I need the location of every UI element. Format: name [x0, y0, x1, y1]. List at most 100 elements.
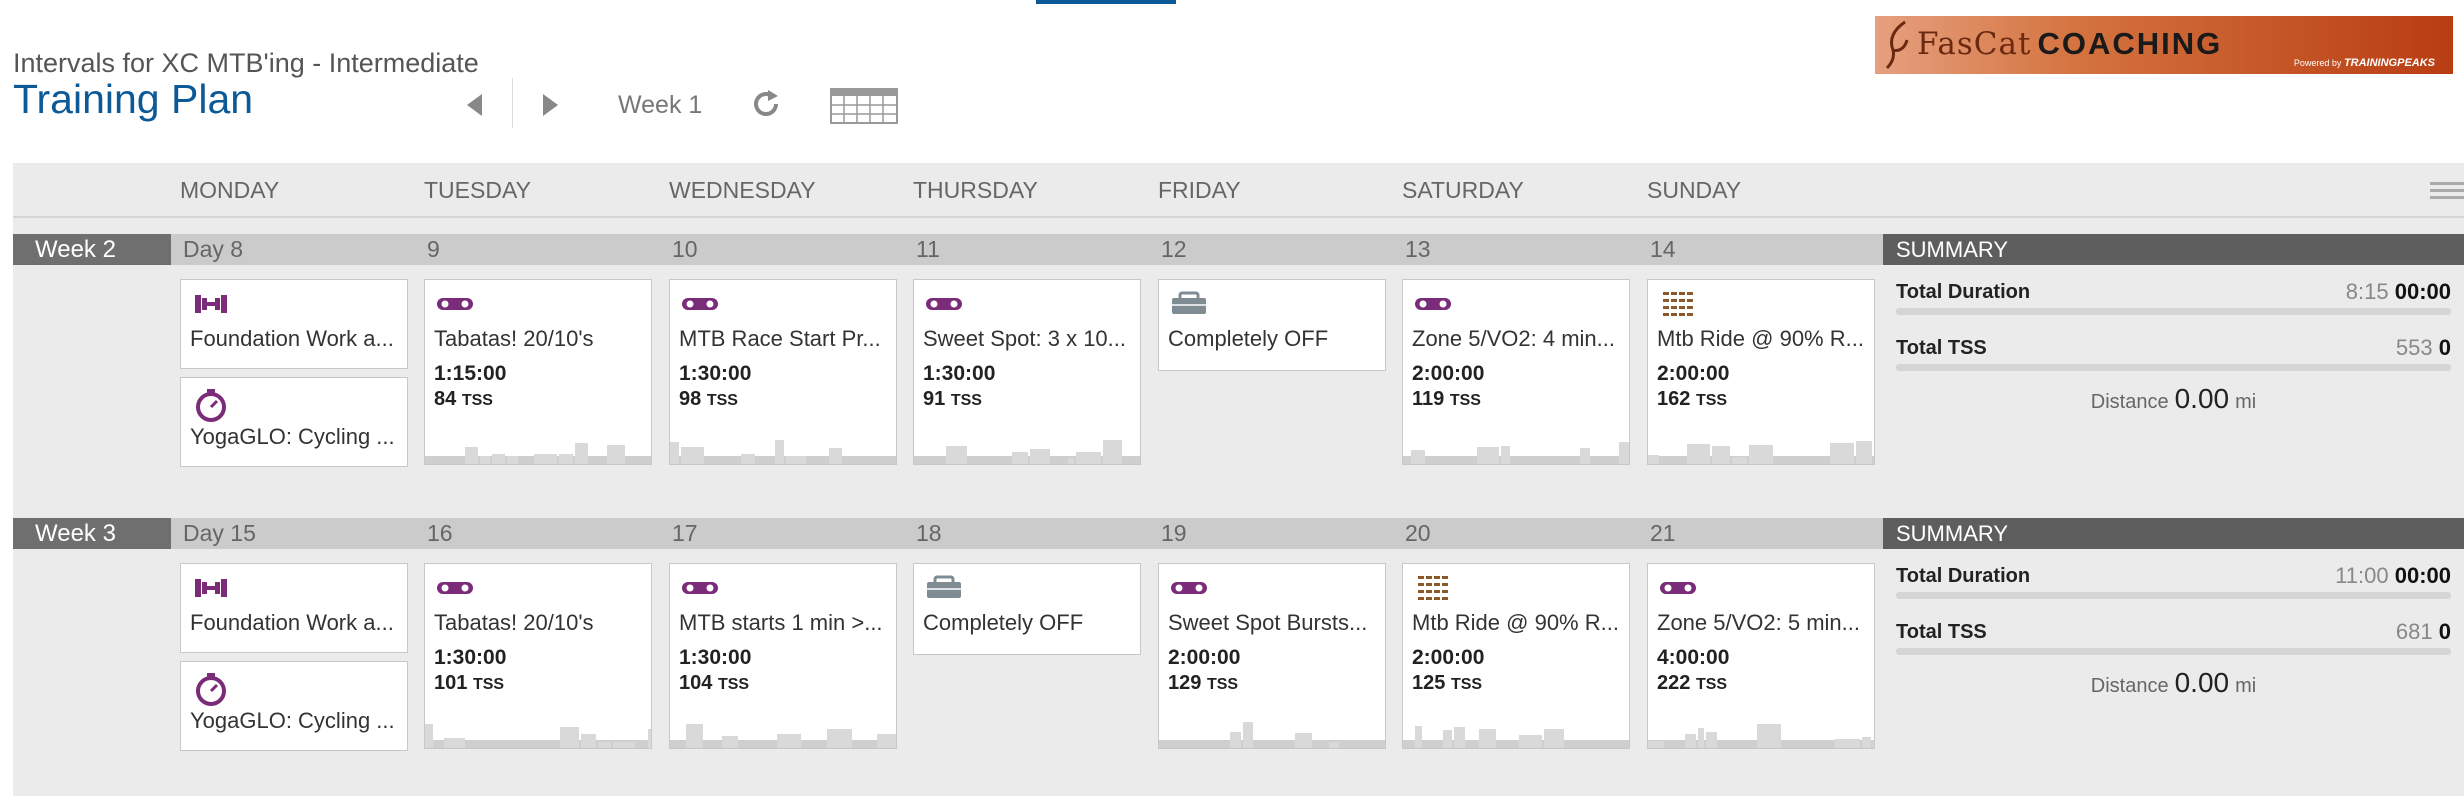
total-duration-label: Total Duration — [1896, 281, 2031, 303]
total-duration-row: Total Duration 8:15 00:00 — [1896, 265, 2451, 321]
day-header-wednesday: WEDNESDAY — [669, 177, 816, 203]
summary-title: SUMMARY — [1883, 518, 2464, 549]
day-number: 14 — [1650, 236, 1676, 262]
workout-title: Zone 5/VO2: 5 min... — [1657, 610, 1860, 635]
workout-profile-graph — [425, 724, 651, 748]
workout-card[interactable]: MTB Race Start Pr... 1:30:00 98 TSS — [669, 279, 897, 465]
workout-card[interactable]: Foundation Work a... — [180, 563, 408, 653]
workout-tss: 125 TSS — [1412, 672, 1482, 695]
workout-duration: 2:00:00 — [1412, 362, 1485, 385]
workout-card[interactable]: Sweet Spot: 3 x 10... 1:30:00 91 TSS — [913, 279, 1141, 465]
workout-profile-graph — [1648, 441, 1874, 464]
workout-card[interactable]: Foundation Work a... — [180, 279, 408, 369]
day-number: 20 — [1405, 520, 1431, 546]
completed-duration: 00:00 — [2394, 563, 2451, 588]
nav-divider — [512, 78, 513, 128]
workout-title: Zone 5/VO2: 4 min... — [1412, 326, 1615, 351]
workout-duration: 1:15:00 — [434, 362, 507, 385]
workout-card[interactable]: Tabatas! 20/10's 1:15:00 84 TSS — [424, 279, 652, 465]
bike-icon — [681, 290, 719, 318]
workout-card[interactable]: Mtb Ride @ 90% R... 2:00:00 125 TSS — [1402, 563, 1630, 749]
day-number: 10 — [672, 236, 698, 262]
day-header-thursday: THURSDAY — [913, 177, 1038, 203]
workout-tss: 222 TSS — [1657, 672, 1727, 695]
distance-value: 0.00 — [2174, 667, 2230, 698]
total-duration-label: Total Duration — [1896, 565, 2031, 587]
workout-tss: 98 TSS — [679, 388, 738, 411]
logo-trainingpeaks: TRAININGPEAKS — [2343, 57, 2435, 69]
planned-tss: 553 — [2395, 335, 2433, 360]
day-number: Day 8 — [183, 236, 244, 262]
cat-figure-icon — [1885, 20, 1909, 70]
chevron-right-icon — [543, 94, 558, 116]
planned-duration: 8:15 — [2345, 279, 2389, 304]
tss-value: 101 — [434, 672, 468, 694]
workout-card[interactable]: Completely OFF — [913, 563, 1141, 655]
workout-card[interactable]: YogaGLO: Cycling ... — [180, 661, 408, 751]
workout-title: Foundation Work a... — [190, 326, 394, 351]
tss-unit: TSS — [1695, 392, 1728, 409]
day-header-sunday: SUNDAY — [1647, 177, 1742, 203]
refresh-button[interactable] — [748, 86, 784, 122]
total-duration-value: 11:00 00:00 — [2335, 563, 2451, 589]
calendar-button[interactable] — [830, 86, 898, 124]
total-tss-row: Total TSS 681 0 — [1896, 605, 2451, 661]
workout-card[interactable]: Mtb Ride @ 90% R... 2:00:00 162 TSS — [1647, 279, 1875, 465]
workout-duration: 1:30:00 — [679, 362, 752, 385]
day-number: 21 — [1650, 520, 1676, 546]
tss-unit: TSS — [1449, 392, 1481, 409]
workout-title: MTB Race Start Pr... — [679, 326, 881, 351]
day-header-friday: FRIDAY — [1158, 177, 1241, 203]
distance-unit: mi — [2235, 391, 2257, 413]
workout-duration: 1:30:00 — [679, 646, 752, 669]
menu-icon[interactable] — [2430, 178, 2464, 204]
page-title: Training Plan — [13, 76, 254, 122]
total-tss-value: 553 0 — [2396, 335, 2451, 361]
workout-title: Tabatas! 20/10's — [434, 326, 594, 351]
strength-icon — [192, 574, 230, 602]
logo-brand: FasCat — [1917, 26, 2032, 62]
workout-tss: 129 TSS — [1168, 672, 1238, 695]
distance-label: Distance — [2090, 675, 2169, 697]
stopwatch-icon — [192, 672, 230, 706]
duration-progress-bar — [1896, 592, 2451, 599]
workout-card[interactable]: Completely OFF — [1158, 279, 1386, 371]
planned-tss: 681 — [2395, 619, 2433, 644]
workout-card[interactable]: Tabatas! 20/10's 1:30:00 101 TSS — [424, 563, 652, 749]
week-bar — [13, 234, 1883, 265]
mtb-icon — [1414, 574, 1452, 604]
week-label: Week 3 — [13, 518, 171, 549]
tss-value: 222 — [1657, 672, 1691, 694]
next-week-button[interactable] — [537, 84, 563, 126]
workout-profile-graph — [670, 440, 896, 464]
workout-title: Sweet Spot: 3 x 10... — [923, 326, 1127, 351]
day-number: 9 — [427, 236, 440, 262]
previous-week-button[interactable] — [462, 84, 488, 126]
workout-card[interactable]: MTB starts 1 min >... 1:30:00 104 TSS — [669, 563, 897, 749]
workout-card[interactable]: Sweet Spot Bursts... 2:00:00 129 TSS — [1158, 563, 1386, 749]
day-header-tuesday: TUESDAY — [424, 177, 531, 203]
workout-title: Mtb Ride @ 90% R... — [1412, 610, 1619, 635]
tss-unit: TSS — [1695, 676, 1728, 693]
workout-profile-graph — [1648, 724, 1874, 748]
total-duration-row: Total Duration 11:00 00:00 — [1896, 549, 2451, 605]
workout-duration: 2:00:00 — [1412, 646, 1485, 669]
tss-unit: TSS — [717, 676, 750, 693]
calendar-icon — [830, 88, 898, 124]
completed-tss: 0 — [2438, 335, 2451, 360]
workout-card[interactable]: Zone 5/VO2: 4 min... 2:00:00 119 TSS — [1402, 279, 1630, 465]
day-off-icon — [925, 574, 963, 602]
workout-duration: 4:00:00 — [1657, 646, 1730, 669]
tss-unit: TSS — [1206, 676, 1239, 693]
workout-card[interactable]: Zone 5/VO2: 5 min... 4:00:00 222 TSS — [1647, 563, 1875, 749]
workout-tss: 119 TSS — [1412, 388, 1481, 411]
day-number: 18 — [916, 520, 942, 546]
stopwatch-icon — [192, 388, 230, 422]
header-divider — [13, 216, 2464, 218]
distance-value: 0.00 — [2174, 383, 2230, 414]
refresh-icon — [754, 90, 778, 116]
workout-card[interactable]: YogaGLO: Cycling ... — [180, 377, 408, 467]
planned-duration: 11:00 — [2335, 563, 2389, 588]
workout-duration: 1:30:00 — [923, 362, 996, 385]
tss-value: 125 — [1412, 672, 1446, 694]
